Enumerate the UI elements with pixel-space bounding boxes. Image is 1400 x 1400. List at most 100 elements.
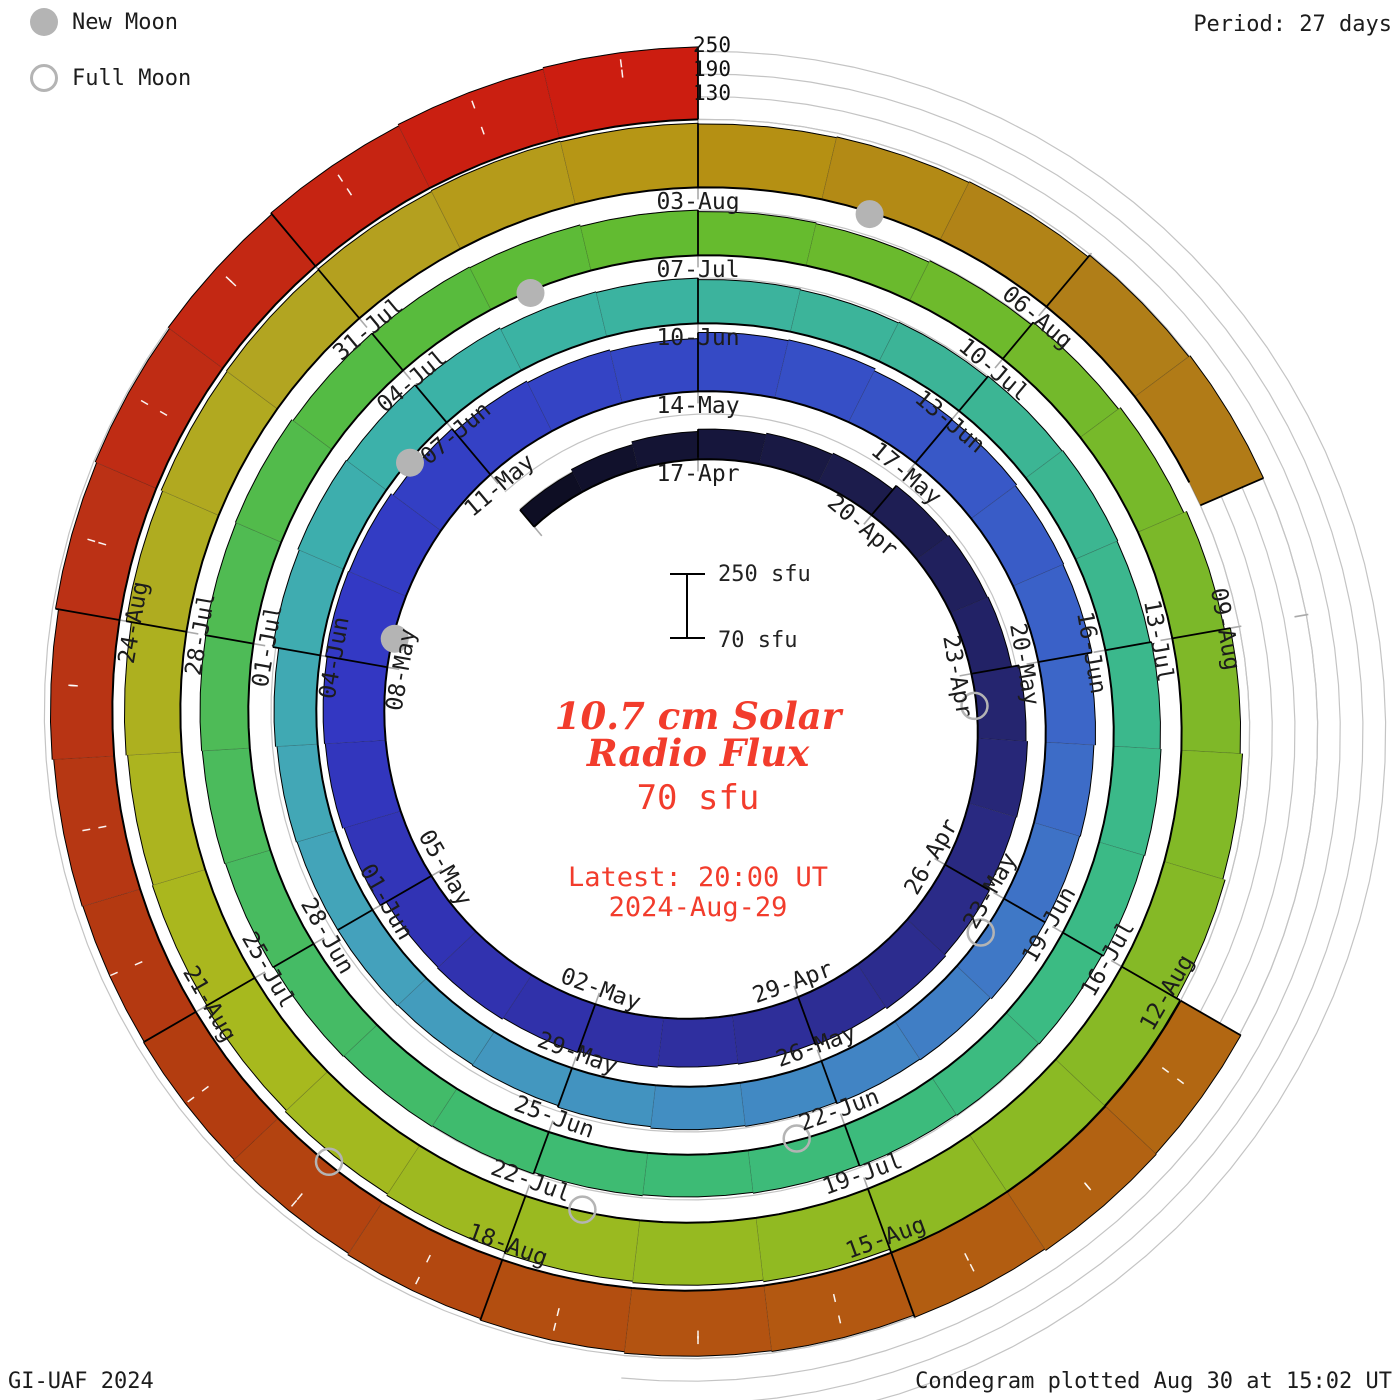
bar-top-edge bbox=[1155, 1035, 1242, 1155]
observation-tick bbox=[290, 1199, 298, 1207]
new-moon-marker-04-Aug bbox=[855, 200, 884, 229]
observation-tick bbox=[1161, 1066, 1170, 1074]
period-separator bbox=[944, 863, 990, 892]
bar-top-edge bbox=[225, 863, 274, 968]
bar-top-edge bbox=[697, 428, 767, 436]
bar-top-edge bbox=[896, 485, 948, 537]
date-label-07-Jul: 07-Jul bbox=[656, 257, 739, 283]
period-separator bbox=[532, 1131, 550, 1175]
bar-top-edge bbox=[55, 462, 98, 609]
bar-top-edge bbox=[697, 123, 837, 139]
bar-top-edge bbox=[886, 955, 947, 1010]
bar-top-edge bbox=[127, 755, 154, 886]
observation-tick bbox=[480, 126, 485, 135]
bar-top-edge bbox=[987, 375, 1063, 452]
period-separator bbox=[870, 485, 898, 516]
period-separator bbox=[1062, 931, 1104, 957]
scale-bar-top-label: 250 sfu bbox=[718, 562, 811, 587]
bar-top-edge bbox=[204, 522, 237, 636]
bar-top-edge bbox=[322, 656, 328, 744]
bar-top-edge bbox=[53, 759, 83, 907]
latest-date-label: 2024-Aug-29 bbox=[608, 892, 788, 923]
period-separator bbox=[371, 332, 404, 371]
bar-top-edge bbox=[1229, 628, 1242, 754]
observation-tick bbox=[337, 174, 344, 182]
new-moon-marker-08-May bbox=[380, 624, 409, 653]
bar-top-edge bbox=[504, 1252, 633, 1282]
bar-top-edge bbox=[642, 1191, 754, 1198]
bar-top-edge bbox=[737, 1042, 816, 1065]
bar-top-edge bbox=[697, 211, 817, 224]
bar-top-edge bbox=[788, 339, 876, 370]
bar-top-edge bbox=[1062, 564, 1093, 653]
period-separator bbox=[270, 212, 317, 267]
bar-top-edge bbox=[1016, 741, 1028, 818]
bar-top-edge bbox=[297, 459, 347, 550]
bar-top-edge bbox=[745, 1101, 837, 1127]
credit-left: GI-UAF 2024 bbox=[8, 1369, 154, 1394]
bar-top-edge bbox=[500, 291, 597, 330]
bar-top-edge bbox=[1186, 511, 1225, 630]
full-moon-marker-21-Jul bbox=[568, 1195, 597, 1224]
bar-top-edge bbox=[610, 338, 699, 352]
flux-bar bbox=[1033, 741, 1095, 837]
bar-top-edge bbox=[753, 1164, 860, 1194]
bar-top-edge bbox=[578, 1050, 658, 1068]
bar-top-edge bbox=[815, 1006, 886, 1046]
observation-tick bbox=[82, 828, 91, 832]
date-label-03-Aug: 03-Aug bbox=[656, 189, 739, 215]
bar-top-edge bbox=[944, 890, 990, 956]
observation-tick bbox=[109, 971, 118, 977]
bar-top-edge bbox=[123, 622, 132, 756]
bar-top-edge bbox=[1102, 855, 1145, 957]
bar-top-edge bbox=[94, 328, 170, 463]
period-separator bbox=[958, 375, 989, 412]
bar-top-edge bbox=[836, 1058, 921, 1105]
observation-tick bbox=[225, 276, 233, 283]
bar-top-edge bbox=[469, 224, 581, 269]
bar-top-edge bbox=[160, 371, 228, 491]
observation-tick bbox=[87, 538, 96, 543]
observation-tick bbox=[187, 1096, 195, 1103]
flux-bars-layer bbox=[50, 46, 1264, 1357]
period-separator bbox=[576, 1003, 597, 1053]
observation-tick bbox=[415, 1276, 420, 1285]
bar-top-edge bbox=[337, 929, 398, 1007]
period-separator bbox=[337, 909, 373, 931]
observation-tick bbox=[346, 188, 353, 196]
bar-top-edge bbox=[698, 332, 789, 342]
flux-bar bbox=[201, 747, 271, 865]
chart-title-line2: Radio Flux bbox=[586, 731, 810, 775]
flux-bar bbox=[642, 1150, 754, 1198]
period-separator bbox=[820, 1060, 838, 1104]
bar-top-edge bbox=[1144, 748, 1162, 856]
bar-top-edge bbox=[317, 190, 432, 270]
bar-top-edge bbox=[270, 125, 399, 214]
period-separator bbox=[1200, 477, 1264, 507]
scale-bar-bottom-cap bbox=[670, 637, 705, 639]
bar-top-edge bbox=[1222, 753, 1243, 880]
bar-top-edge bbox=[272, 549, 300, 648]
bar-top-edge bbox=[1018, 665, 1027, 742]
bar-top-edge bbox=[82, 906, 145, 1043]
bar-top-edge bbox=[226, 269, 319, 372]
bar-top-edge bbox=[480, 1319, 625, 1353]
period-separator bbox=[272, 646, 321, 657]
flux-bar bbox=[519, 471, 583, 528]
period-separator bbox=[1105, 641, 1152, 652]
bar-top-edge bbox=[631, 431, 699, 443]
bar-top-edge bbox=[763, 1248, 891, 1283]
bar-top-edge bbox=[1062, 450, 1119, 542]
flux-bar bbox=[650, 1082, 746, 1131]
bar-top-edge bbox=[386, 1194, 506, 1253]
bar-top-edge bbox=[596, 277, 699, 293]
bar-top-edge bbox=[624, 1350, 772, 1357]
scale-bar-line bbox=[686, 573, 688, 637]
credit-right: Condegram plotted Aug 30 at 15:02 UT bbox=[915, 1369, 1392, 1394]
moon-markers-layer bbox=[314, 200, 995, 1224]
bar-top-edge bbox=[951, 419, 1018, 486]
observation-tick bbox=[1176, 1078, 1185, 1085]
bar-top-edge bbox=[430, 140, 561, 192]
